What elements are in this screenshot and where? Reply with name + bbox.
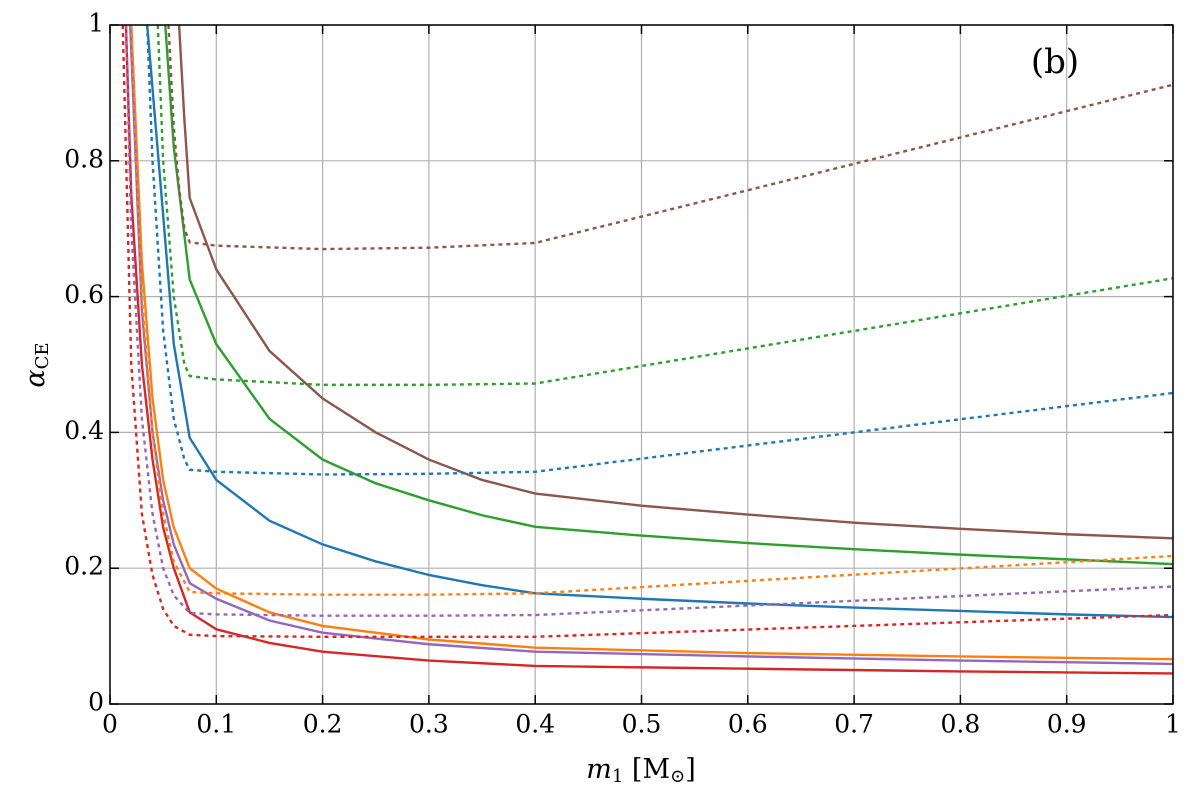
y-axis-label: αCE (20, 342, 54, 387)
series-line (177, 25, 1173, 540)
x-tick-label: 0 (102, 710, 118, 739)
series-line (164, 25, 1173, 566)
x-label-part: [M (623, 754, 670, 785)
x-tick-label: 1 (1165, 710, 1181, 739)
x-tick-label: 0.5 (622, 710, 662, 739)
panel-label: (b) (1031, 42, 1079, 82)
x-axis-label: m1 [M⊙] (586, 754, 695, 788)
y-tick-label: 0.8 (64, 144, 104, 173)
grid (109, 24, 1174, 705)
ticks: 0 0.1 0.2 0.3 0.4 0.5 0.6 0.7 0.8 0.9 1 0 0.2 0.4 0.6 0… (64, 9, 1181, 739)
lines (121, 25, 1173, 675)
y-tick-label: 1 (88, 9, 104, 38)
series-line (130, 25, 1173, 661)
series-line (124, 25, 1173, 617)
x-tick-label: 0.3 (409, 710, 449, 739)
series-line (156, 25, 1173, 387)
x-tick-label: 0.7 (834, 710, 874, 739)
series-line (124, 25, 1173, 675)
y-label-part: α (20, 369, 51, 387)
series-line (146, 25, 1173, 476)
x-tick-label: 0.9 (1047, 710, 1087, 739)
x-label-part: ⊙ (670, 766, 685, 787)
y-tick-label: 0.6 (64, 280, 104, 309)
x-tick-label: 0.8 (941, 710, 981, 739)
x-tick-label: 0.6 (728, 710, 768, 739)
x-label-part: ] (685, 754, 696, 785)
series-line (146, 25, 1173, 619)
x-tick-label: 0.4 (515, 710, 555, 739)
series-line (130, 25, 1173, 596)
x-tick-label: 0.2 (303, 710, 343, 739)
y-tick-label: 0 (88, 688, 104, 717)
x-label-part: m (586, 754, 612, 785)
y-tick-label: 0.2 (64, 552, 104, 581)
y-label-part: CE (32, 342, 53, 369)
x-tick-label: 0.1 (196, 710, 236, 739)
series-line (121, 25, 1173, 638)
y-tick-label: 0.4 (64, 416, 104, 445)
series-line (167, 25, 1173, 251)
x-label-part: 1 (612, 766, 623, 787)
